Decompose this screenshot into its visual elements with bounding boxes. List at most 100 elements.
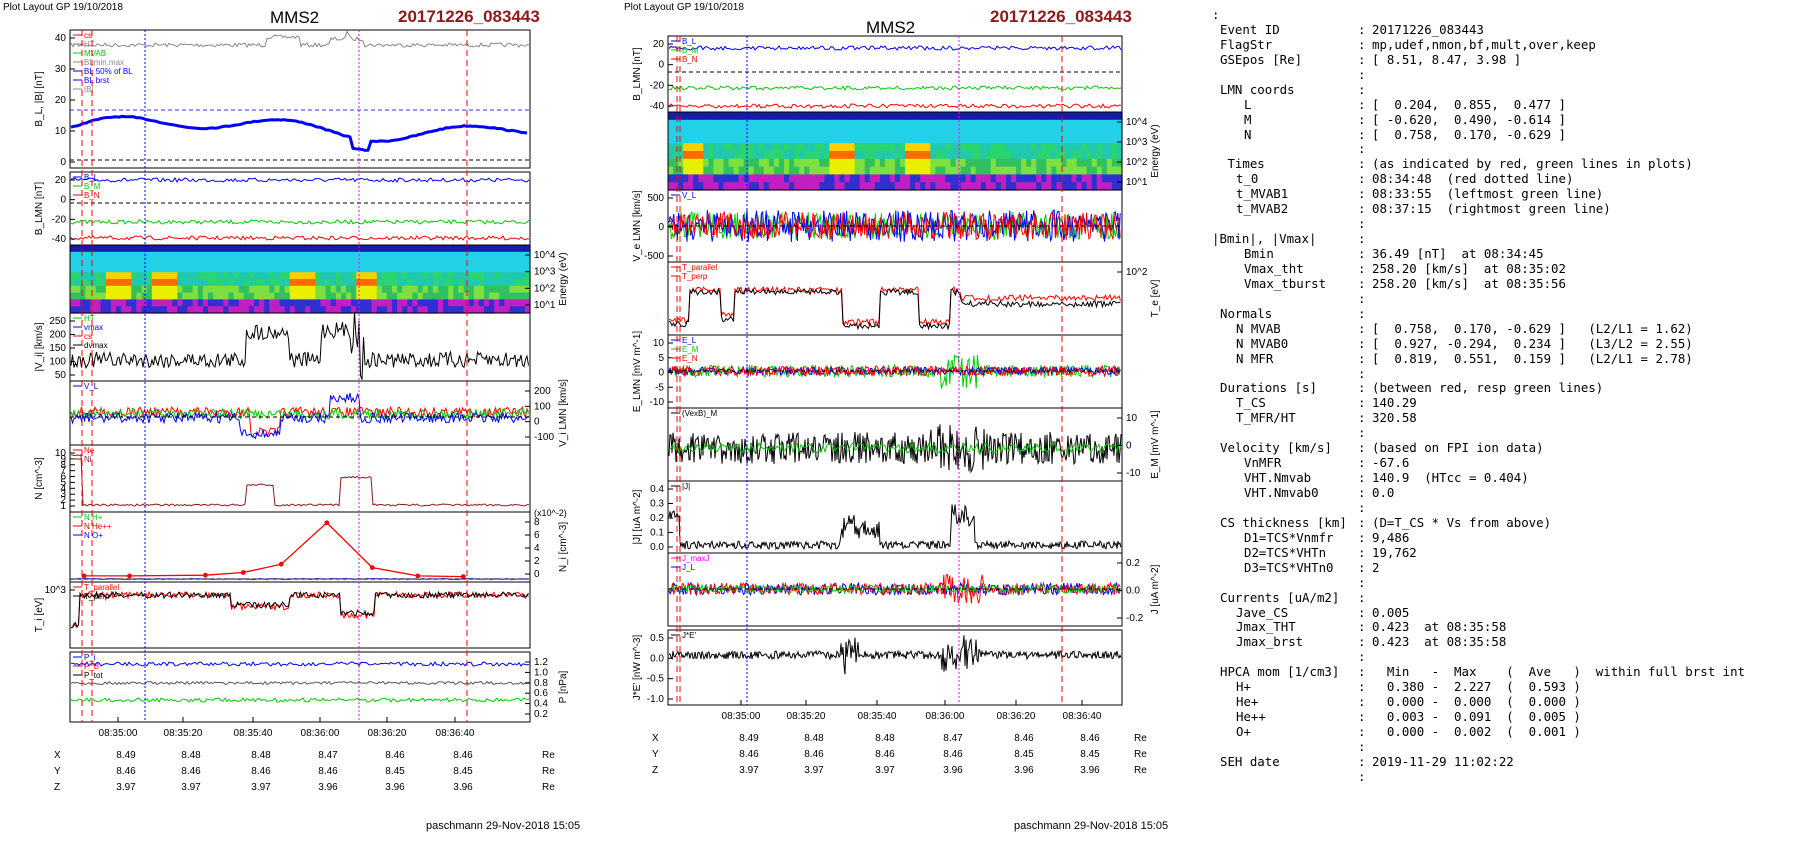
spectrogram-cell xyxy=(284,306,291,314)
spectrogram-cell xyxy=(218,245,224,253)
spectrogram-cell xyxy=(763,112,770,121)
spectrogram-cell xyxy=(718,143,724,152)
spectrogram-cell xyxy=(1041,158,1047,168)
spectrogram-cell xyxy=(156,285,163,294)
spectrogram-cell xyxy=(274,292,281,300)
y-axis-label: B_LMN [nT] xyxy=(632,47,643,101)
spectrogram-cell xyxy=(758,174,765,183)
spectrogram-cell xyxy=(995,166,1002,175)
spectrogram-cell xyxy=(284,245,291,253)
spectrogram-cell xyxy=(218,265,224,273)
trace-left-7-1 xyxy=(70,590,529,629)
spectrogram-cell xyxy=(1006,166,1012,175)
spectrogram-cell xyxy=(131,292,137,300)
spectrogram-cell xyxy=(1091,158,1098,168)
spectrogram-cell xyxy=(1091,143,1098,152)
spectrogram-cell xyxy=(499,245,505,253)
spectrogram-cell xyxy=(524,299,531,307)
spectrogram-cell xyxy=(463,292,470,300)
spectrogram-cell xyxy=(325,258,332,266)
spectrogram-cell xyxy=(412,258,419,266)
spectrogram-cell xyxy=(1091,119,1098,129)
spectrogram-cell xyxy=(422,285,429,294)
spectrogram-cell xyxy=(718,158,724,168)
spectrogram-cell xyxy=(499,285,505,294)
spectrogram-cell xyxy=(162,299,168,307)
spectrogram-cell xyxy=(784,166,790,175)
spectrogram-cell xyxy=(432,299,439,307)
spectrogram-cell xyxy=(473,279,480,287)
spectrogram-cell xyxy=(417,306,424,314)
spectrogram-cell xyxy=(489,285,495,294)
spectrogram-cell xyxy=(799,166,805,175)
spectrogram-cell xyxy=(70,272,76,280)
spectrogram-cell xyxy=(151,265,158,273)
spectrogram-cell xyxy=(310,292,316,300)
spectrogram-cell xyxy=(412,292,419,300)
spectrogram-cell xyxy=(330,265,337,273)
spectrogram-cell xyxy=(376,272,383,280)
info-value: [ 0.204, 0.855, 0.477 ] xyxy=(1372,97,1566,112)
he-plus-plus-series xyxy=(84,521,464,578)
spectrogram-cell xyxy=(779,127,785,136)
spectrogram-cell xyxy=(1111,135,1118,144)
spectrogram-cell xyxy=(514,258,521,266)
spectrogram-cell xyxy=(407,272,413,280)
spectrogram-cell xyxy=(890,112,896,121)
spectrogram-cell xyxy=(110,299,117,307)
info-key: CS thickness [km] xyxy=(1220,515,1347,530)
spectrogram-cell xyxy=(960,112,967,121)
spectrogram-cell xyxy=(753,174,760,183)
spectrogram-cell xyxy=(874,166,881,175)
info-value: [ 0.758, 0.170, -0.629 ] (L2/L1 = 1.62) xyxy=(1372,321,1693,336)
spectrogram-cell xyxy=(116,279,122,287)
spectrogram-cell xyxy=(1026,182,1032,191)
spectrogram-cell xyxy=(925,158,931,168)
spectrogram-cell xyxy=(177,279,183,287)
info-value: 0.423 at 08:35:58 xyxy=(1372,635,1507,650)
spectrogram-cell xyxy=(945,174,951,183)
spectrogram-cell xyxy=(116,245,122,253)
spectrogram-cell xyxy=(1006,182,1012,191)
spectrogram-cell xyxy=(519,265,526,273)
spectrogram-cell xyxy=(1106,143,1113,152)
spectrogram-cell xyxy=(930,151,936,160)
spectrogram-cell xyxy=(202,306,209,314)
he-plus-plus-point xyxy=(324,520,330,526)
spectrogram-cell xyxy=(1046,143,1052,152)
spectrogram-cell xyxy=(95,285,102,294)
spectrogram-cell xyxy=(910,182,916,191)
spectrogram-cell xyxy=(869,119,876,129)
spectrogram-cell xyxy=(1066,158,1073,168)
spectrogram-cell xyxy=(1106,135,1113,144)
spectrogram-cell xyxy=(879,158,886,168)
spectrogram-cell xyxy=(335,306,342,314)
spectrogram-cell xyxy=(315,251,321,260)
spectrogram-cell xyxy=(248,245,255,253)
spectrogram-cell xyxy=(228,265,235,273)
spectrogram-cell xyxy=(950,158,957,168)
he-plus-plus-point xyxy=(460,574,466,579)
spectrogram-cell xyxy=(920,174,926,183)
spectrogram-cell xyxy=(849,151,856,160)
spectrogram-cell xyxy=(1021,119,1027,129)
info-colon: : xyxy=(1358,381,1366,396)
info-key: VHT.Nmvab0 xyxy=(1244,486,1319,500)
spectrogram-cell xyxy=(146,265,153,273)
spectrogram-cell xyxy=(859,158,866,168)
spectrogram-cell xyxy=(895,119,901,129)
spectrogram-cell xyxy=(392,258,398,266)
info-colon: : xyxy=(1358,530,1366,545)
spectrogram-cell xyxy=(990,112,997,121)
spectrogram-cell xyxy=(799,158,805,168)
spectrogram-cell xyxy=(789,158,795,168)
spectrogram-cell xyxy=(126,265,132,273)
spectrogram-cell xyxy=(678,151,684,160)
spectrogram-cell xyxy=(768,174,775,183)
info-colon: : xyxy=(1358,202,1366,217)
spectrogram-cell xyxy=(100,279,107,287)
spectrogram-cell xyxy=(376,245,383,253)
spectrogram-cell xyxy=(346,299,352,307)
spectrogram-cell xyxy=(763,182,770,191)
spectrogram-cell xyxy=(361,299,367,307)
